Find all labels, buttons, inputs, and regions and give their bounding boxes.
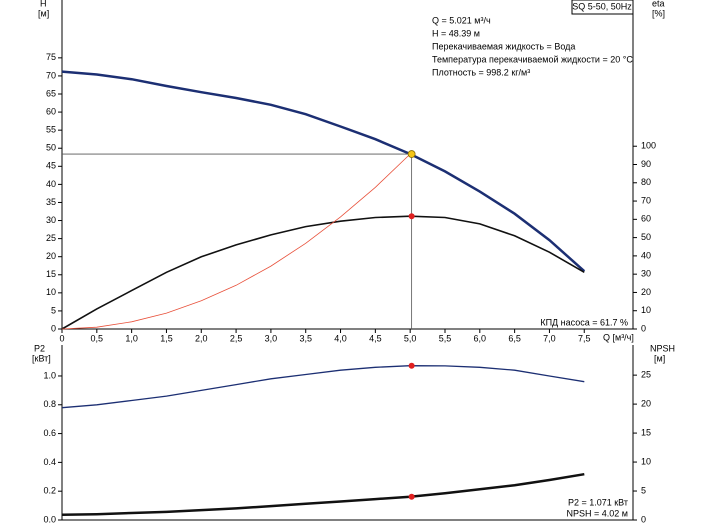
y-tick-label: 0.6 (43, 428, 56, 438)
chart-title: SQ 5-50, 50Hz (572, 1, 632, 11)
x-tick-label: 1,5 (160, 333, 173, 343)
curve (61, 215, 585, 330)
y-tick-label: 45 (46, 161, 56, 171)
y-tick-label: 50 (46, 143, 56, 153)
y-tick-label: 55 (46, 125, 56, 135)
y-tick-label: 0.0 (43, 514, 56, 524)
y2-tick-label: 90 (641, 159, 651, 169)
curve (61, 472, 585, 517)
y2-tick-label: 10 (641, 305, 651, 315)
y2-axis-label: eta (652, 0, 665, 8)
y2-axis-unit: [м] (654, 353, 665, 363)
y2-tick-label: 70 (641, 195, 651, 205)
y2-tick-label: 20 (641, 398, 651, 408)
npsh-point (408, 493, 415, 500)
annotation: H = 48.39 м (432, 28, 480, 38)
y-axis-label: P2 (34, 343, 45, 353)
curve (61, 70, 586, 273)
y2-tick-label: 0 (641, 514, 646, 524)
x-tick-label: 6,0 (474, 333, 487, 343)
y2-axis-label: NPSH (650, 343, 675, 353)
y2-tick-label: 15 (641, 427, 651, 437)
y2-tick-label: 5 (641, 485, 646, 495)
efficiency-point (408, 213, 415, 220)
x-tick-label: 3,5 (299, 333, 312, 343)
y-tick-label: 60 (46, 106, 56, 116)
curve (61, 365, 585, 409)
y2-tick-label: 30 (641, 269, 651, 279)
y2-tick-label: 60 (641, 214, 651, 224)
x-tick-label: 4,0 (334, 333, 347, 343)
y-tick-label: 35 (46, 197, 56, 207)
y2-tick-label: 80 (641, 177, 651, 187)
y-tick-label: 25 (46, 233, 56, 243)
y2-tick-label: 25 (641, 370, 651, 380)
y-tick-label: 15 (46, 269, 56, 279)
y2-tick-label: 40 (641, 250, 651, 260)
y-tick-label: 0.2 (43, 486, 56, 496)
npsh-note: NPSH = 4.02 м (567, 508, 628, 518)
x-tick-label: 2,5 (230, 333, 243, 343)
y-tick-label: 40 (46, 179, 56, 189)
y2-axis-unit: [%] (652, 8, 665, 18)
annotation: Плотность = 998.2 кг/м³ (432, 67, 530, 77)
y2-tick-label: 20 (641, 287, 651, 297)
y-tick-label: 0.4 (43, 457, 56, 467)
y-axis-label: H (40, 0, 47, 8)
x-tick-label: 1,0 (125, 333, 138, 343)
curve (61, 153, 411, 330)
x-tick-label: 4,5 (369, 333, 382, 343)
y-axis-unit: [м] (38, 8, 49, 18)
y-tick-label: 0.8 (43, 399, 56, 409)
operating-point (407, 150, 416, 158)
x-tick-label: 7,0 (543, 333, 556, 343)
annotation: Перекачиваемая жидкость = Вода (432, 41, 575, 51)
y-tick-label: 65 (46, 88, 56, 98)
x-tick-label: 7,5 (578, 333, 591, 343)
y2-tick-label: 0 (641, 323, 646, 333)
y-tick-label: 20 (46, 251, 56, 261)
power-note: P2 = 1.071 кВт (568, 497, 628, 507)
y2-tick-label: 100 (641, 141, 656, 151)
x-tick-label: 0 (59, 333, 64, 343)
power-point (408, 362, 415, 369)
y-tick-label: 0 (51, 323, 56, 333)
y2-tick-label: 10 (641, 456, 651, 466)
y-tick-label: 5 (51, 305, 56, 315)
y-axis-unit: [кВт] (32, 353, 51, 363)
x-tick-label: 3,0 (265, 333, 278, 343)
x-tick-label: 6,5 (508, 333, 521, 343)
y-tick-label: 10 (46, 287, 56, 297)
x-axis-label: Q [м³/ч] (603, 332, 634, 342)
annotation: Q = 5.021 м³/ч (432, 15, 491, 25)
x-tick-label: 5,0 (404, 333, 417, 343)
y-tick-label: 70 (46, 70, 56, 80)
y2-tick-label: 50 (641, 232, 651, 242)
x-tick-label: 2,0 (195, 333, 208, 343)
y-tick-label: 75 (46, 52, 56, 62)
y-tick-label: 30 (46, 215, 56, 225)
efficiency-note: КПД насоса = 61.7 % (540, 317, 628, 327)
y-tick-label: 1.0 (43, 370, 56, 380)
x-tick-label: 5,5 (439, 333, 452, 343)
x-tick-label: 0,5 (91, 333, 104, 343)
annotation: Температура перекачиваемой жидкости = 20… (432, 54, 633, 64)
